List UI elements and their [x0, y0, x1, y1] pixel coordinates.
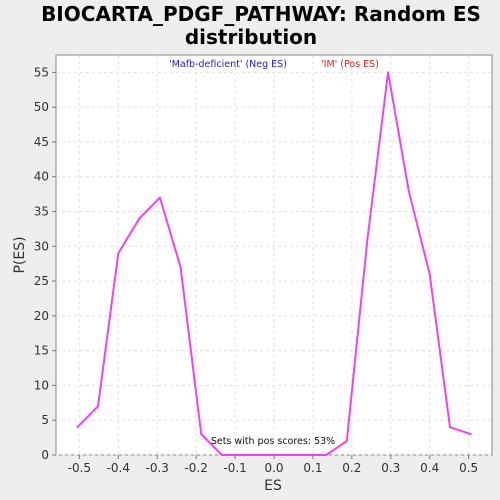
- data-point: [117, 252, 120, 255]
- x-tick-label: -0.3: [146, 461, 169, 475]
- data-point: [179, 266, 182, 269]
- data-point: [138, 217, 141, 220]
- x-tick-label: -0.4: [107, 461, 130, 475]
- x-tick-label: -0.5: [68, 461, 91, 475]
- y-tick-label: 45: [34, 135, 49, 149]
- series-layer: [76, 71, 472, 456]
- grid: [56, 55, 492, 456]
- x-axis-ticks: -0.5 -0.4 -0.3 -0.2 -0.1 0.0 0.1 0.2 0.3 0.4 0.5: [68, 455, 478, 475]
- x-tick-label: 0.3: [381, 461, 400, 475]
- data-point: [448, 426, 451, 429]
- data-point: [241, 454, 244, 456]
- legend-pos: 'IM' (Pos ES): [321, 59, 379, 70]
- data-point: [325, 454, 328, 456]
- chart-title-line-2: distribution: [185, 25, 317, 49]
- data-point: [366, 238, 369, 241]
- x-tick-label: 0.0: [264, 461, 283, 475]
- x-tick-label: 0.5: [459, 461, 478, 475]
- y-axis-label: P(ES): [12, 236, 28, 273]
- data-point: [158, 196, 161, 199]
- x-axis-label: ES: [264, 478, 282, 494]
- x-tick-label: 0.4: [420, 461, 439, 475]
- y-tick-label: 40: [34, 170, 49, 184]
- data-point: [283, 454, 286, 456]
- data-point: [200, 433, 203, 436]
- y-tick-label: 10: [34, 378, 49, 392]
- data-point: [97, 405, 100, 408]
- y-tick-label: 30: [34, 239, 49, 253]
- data-point: [469, 433, 472, 436]
- data-point: [76, 426, 79, 429]
- y-tick-label: 0: [41, 448, 49, 462]
- data-point: [262, 454, 265, 456]
- x-tick-label: 0.2: [342, 461, 361, 475]
- y-axis-ticks: 0 5 10 15 20 25 30 35 40 45 50 55: [34, 65, 56, 462]
- data-point: [304, 454, 307, 456]
- y-tick-label: 35: [34, 205, 49, 219]
- y-tick-label: 15: [34, 344, 49, 358]
- data-point: [387, 71, 390, 74]
- legend-neg: 'Mafb-deficient' (Neg ES): [169, 59, 287, 70]
- x-tick-label: 0.1: [303, 461, 322, 475]
- data-point: [220, 454, 223, 456]
- pos-score-annotation: Sets with pos scores: 53%: [211, 436, 335, 447]
- data-point: [428, 273, 431, 276]
- series-line: [76, 71, 471, 456]
- x-tick-label: -0.1: [223, 461, 246, 475]
- x-tick-label: -0.2: [184, 461, 207, 475]
- data-point: [345, 440, 348, 443]
- y-tick-label: 20: [34, 309, 49, 323]
- y-tick-label: 55: [34, 65, 49, 79]
- y-tick-label: 25: [34, 274, 49, 288]
- y-tick-label: 50: [34, 100, 49, 114]
- y-tick-label: 5: [41, 413, 49, 427]
- data-point: [407, 189, 410, 192]
- chart-title-line-1: BIOCARTA_PDGF_PATHWAY: Random ES: [41, 2, 481, 26]
